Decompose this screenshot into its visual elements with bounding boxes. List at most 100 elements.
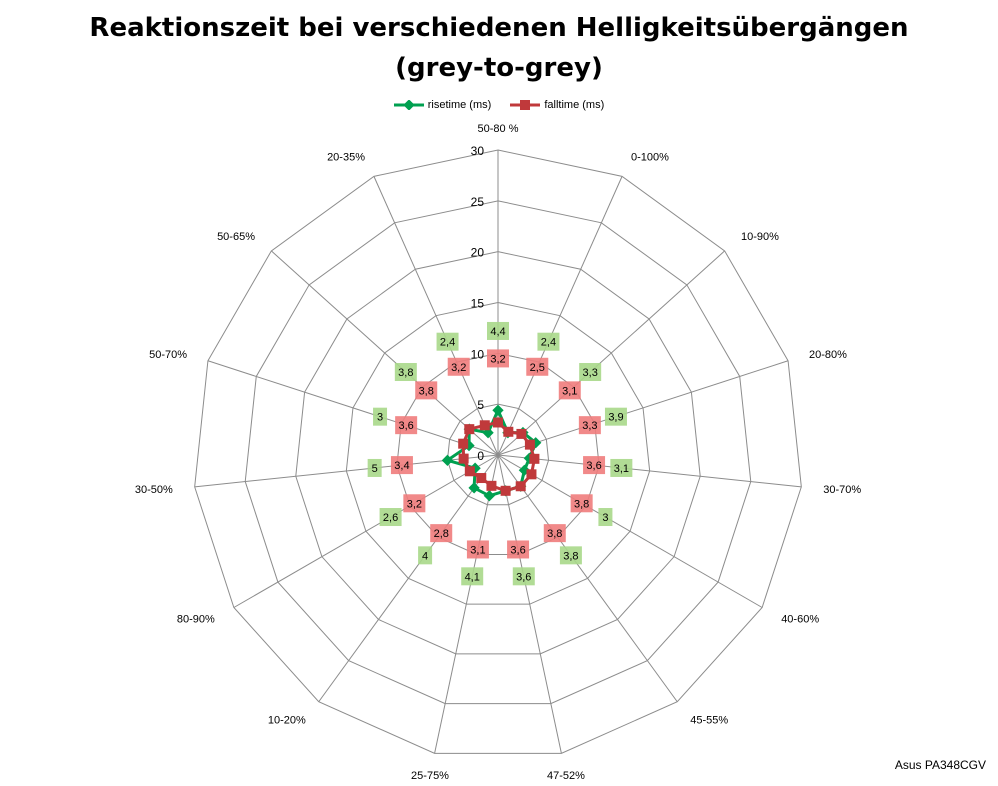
risetime-data-label: 4,1 (465, 571, 480, 583)
falltime-marker (529, 453, 540, 464)
chart-title: Reaktionszeit bei verschiedenen Helligke… (0, 8, 998, 88)
risetime-label-bg (512, 567, 535, 586)
falltime-label-bg (403, 494, 426, 513)
risetime-label-bg (461, 567, 484, 586)
falltime-label-bg (430, 524, 453, 543)
falltime-marker (458, 453, 469, 464)
falltime-marker (464, 466, 475, 477)
category-label: 40-60% (781, 614, 819, 626)
falltime-label-bg (543, 524, 566, 543)
falltime-data-label: 3,6 (586, 460, 601, 472)
falltime-label-bg (526, 357, 549, 376)
risetime-label-bg (436, 332, 459, 351)
category-label: 20-80% (809, 349, 847, 361)
risetime-marker (483, 490, 495, 502)
risetime-data-label: 3,6 (516, 571, 531, 583)
grid-spoke (497, 454, 562, 754)
falltime-label-bg (558, 381, 581, 400)
chart-title-line-2: (grey-to-grey) (395, 53, 603, 83)
tick-label: 15 (471, 297, 485, 311)
grid-ring-20 (295, 251, 701, 655)
grid-spoke (318, 454, 499, 703)
category-label: 0-100% (631, 151, 669, 163)
risetime-data-label: 3,8 (563, 550, 578, 562)
risetime-label-bg (598, 508, 613, 527)
risetime-data-label: 3,1 (614, 463, 629, 475)
category-label: 30-50% (135, 484, 173, 496)
falltime-marker (515, 481, 526, 492)
grid-ring-25 (244, 200, 752, 705)
category-label: 45-55% (690, 715, 728, 727)
falltime-data-label: 3,8 (574, 498, 589, 510)
grid-spoke (497, 454, 763, 608)
falltime-marker (464, 424, 475, 435)
risetime-label-bg (604, 407, 627, 426)
category-label: 10-20% (268, 715, 306, 727)
risetime-label-bg (418, 546, 433, 565)
grid-spoke (497, 454, 678, 703)
legend-swatch-falltime (510, 100, 541, 110)
legend: risetime (ms) falltime (ms) (0, 99, 998, 113)
falltime-marker (476, 473, 487, 484)
falltime-marker (524, 439, 535, 450)
tick-label: 25 (471, 195, 485, 209)
category-label: 10-90% (741, 231, 779, 243)
falltime-data-label: 3,3 (582, 420, 597, 432)
category-label: 47-52% (547, 770, 585, 782)
watermark: Asus PA348CGV (894, 758, 986, 772)
tick-label: 5 (477, 398, 484, 412)
category-label: 50-70% (149, 349, 187, 361)
falltime-data-label: 2,5 (530, 362, 545, 374)
grid-ring-30 (194, 149, 802, 754)
falltime-data-label: 3,2 (490, 353, 505, 365)
falltime-label-bg (466, 540, 489, 559)
risetime-label-bg (379, 508, 402, 527)
risetime-label-bg (579, 363, 602, 382)
legend-swatch-risetime (393, 100, 424, 110)
falltime-marker (500, 485, 511, 496)
legend-label-falltime: falltime (ms) (544, 99, 605, 111)
risetime-data-label: 4,4 (490, 326, 505, 338)
category-label: 50-65% (217, 231, 255, 243)
falltime-data-label: 2,8 (434, 528, 449, 540)
falltime-marker (458, 438, 469, 449)
grid-spoke (233, 454, 499, 608)
grid-spoke (434, 454, 499, 754)
risetime-label-bg (610, 458, 633, 477)
grid-spoke (497, 360, 789, 456)
falltime-data-label: 3,6 (510, 544, 525, 556)
falltime-data-label: 3,2 (451, 362, 466, 374)
falltime-data-label: 3,1 (562, 385, 577, 397)
risetime-marker (468, 482, 480, 494)
grid-spoke (497, 454, 802, 488)
falltime-label-bg (447, 357, 470, 376)
legend-item-falltime: falltime (ms) (510, 99, 604, 111)
legend-item-risetime: risetime (ms) (393, 99, 492, 111)
grid-ring-5 (446, 403, 550, 506)
category-label: 20-35% (327, 151, 365, 163)
risetime-data-label: 2,4 (541, 337, 556, 349)
grid-spoke (207, 360, 499, 456)
grid-spoke (497, 176, 623, 456)
grid-spoke (497, 250, 725, 456)
risetime-data-label: 4 (422, 550, 428, 562)
risetime-data-label: 5 (372, 463, 378, 475)
risetime-data-label: 3,8 (398, 367, 413, 379)
risetime-data-label: 3 (602, 512, 608, 524)
falltime-marker (493, 417, 503, 428)
risetime-marker (492, 404, 504, 416)
grid-ring-15 (345, 301, 651, 605)
series-line-risetime (443, 409, 538, 498)
falltime-data-label: 3,8 (419, 385, 434, 397)
grid-ring-10 (396, 352, 600, 555)
falltime-label-bg (487, 349, 509, 368)
grid-spoke (373, 176, 499, 456)
falltime-label-bg (570, 494, 593, 513)
falltime-data-label: 3,8 (547, 528, 562, 540)
risetime-label-bg (559, 546, 582, 565)
falltime-data-label: 3,6 (398, 420, 413, 432)
falltime-marker (486, 480, 497, 491)
tick-label: 10 (471, 347, 485, 361)
legend-label-risetime: risetime (ms) (427, 99, 492, 111)
